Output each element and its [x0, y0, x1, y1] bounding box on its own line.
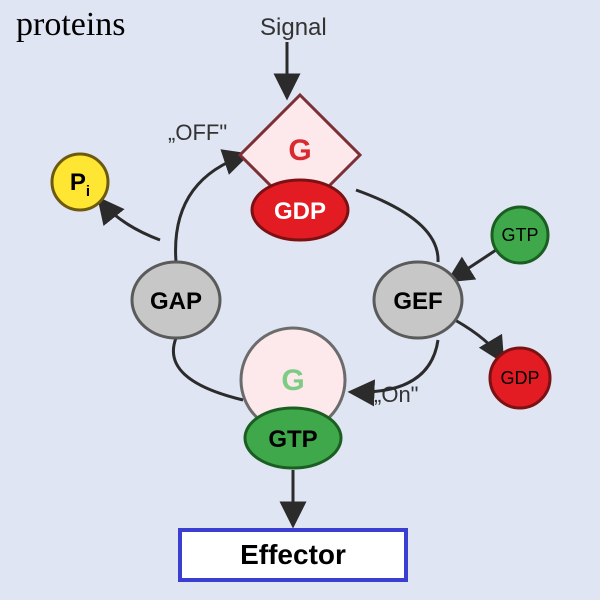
- node-effector: Effector: [180, 530, 406, 580]
- edge-left-top: [176, 155, 246, 262]
- edge-gdp-out: [455, 320, 502, 360]
- edge-left-bottom: [173, 338, 243, 400]
- node-gtp-small: GTP: [492, 207, 548, 263]
- node-gdp-small: GDP: [490, 348, 550, 408]
- edge-pi-branch: [100, 200, 160, 240]
- svg-text:GDP: GDP: [500, 368, 539, 388]
- node-gtp-center: GTP: [245, 408, 341, 468]
- edge-gtp-in: [450, 250, 496, 280]
- node-gef: GEF: [374, 262, 462, 338]
- svg-text:G: G: [288, 134, 311, 167]
- svg-text:GAP: GAP: [150, 288, 202, 315]
- svg-text:GDP: GDP: [274, 198, 326, 225]
- node-gap: GAP: [132, 262, 220, 338]
- edge-right-bottom: [352, 340, 438, 392]
- svg-text:GTP: GTP: [268, 426, 317, 453]
- edge-right-top: [356, 190, 438, 262]
- node-pi: Pi: [52, 154, 108, 210]
- diagram-svg: G GDP Pi GAP GEF GTP GDP G GTP: [0, 0, 600, 600]
- svg-text:G: G: [281, 364, 304, 397]
- node-gdp-center: GDP: [252, 180, 348, 240]
- svg-text:Effector: Effector: [240, 539, 346, 570]
- svg-text:GTP: GTP: [501, 225, 538, 245]
- svg-text:GEF: GEF: [393, 288, 442, 315]
